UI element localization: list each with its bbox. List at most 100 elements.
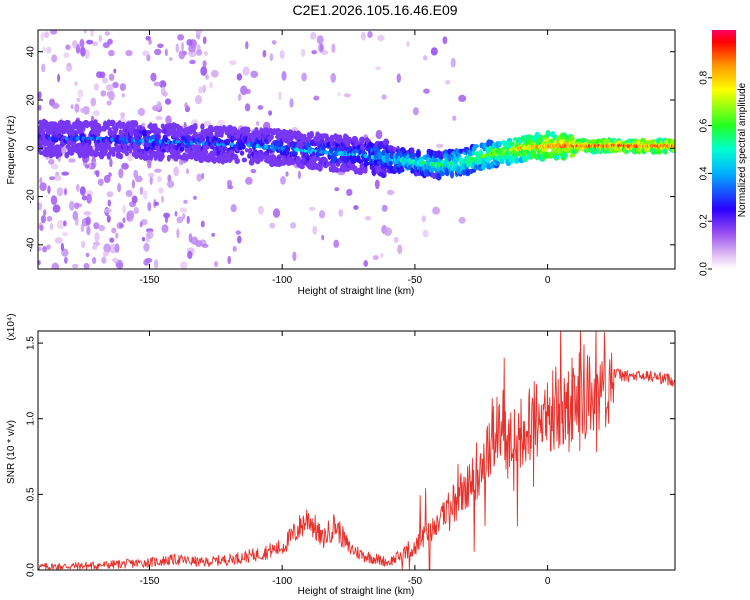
spectrogram-ridge-cell [522, 151, 528, 156]
colorbar-tick-label: 0.8 [699, 70, 710, 84]
spectrogram-speckle [80, 46, 86, 57]
spectrogram-speckle [117, 183, 122, 193]
snr-x-tick-label: -50 [408, 576, 423, 587]
spectrogram-speckle [83, 211, 92, 216]
spectrogram-speckle [125, 190, 133, 197]
spectrogram-speckle [77, 89, 84, 98]
spectrogram-speckle [101, 256, 107, 264]
spectrogram-speckle [61, 232, 69, 237]
spectrogram-ridge-cell [382, 167, 387, 175]
spectrogram-ridge-cell [277, 158, 283, 166]
spectrogram-speckle [50, 195, 58, 206]
spectrogram-speckle [452, 115, 457, 121]
spectrogram-speckle [205, 74, 210, 80]
spectrogram-speckle [104, 208, 112, 213]
spectrogram-ridge-cell [118, 153, 123, 159]
spectrogram-speckle [198, 86, 203, 94]
spectrogram-speckle [313, 95, 320, 101]
spectrogram-speckle [364, 216, 372, 221]
spectrogram-speckle [279, 50, 285, 59]
spectrogram-speckle [226, 179, 233, 187]
colorbar-tick-label: 0.6 [699, 118, 710, 132]
spectrogram-speckle [153, 259, 159, 269]
spectrogram-speckle [374, 179, 380, 190]
snr-x-tick-label: -100 [272, 576, 292, 587]
spectrogram-speckle [41, 63, 46, 73]
spectrogram-ridge-cell [338, 137, 343, 144]
spectrogram-ridge-core [672, 143, 675, 149]
spectrogram-speckle [120, 112, 126, 118]
spectrogram-ridge-cell [488, 145, 493, 153]
spectrogram-speckle [337, 92, 341, 97]
spectrogram-speckle [202, 36, 207, 45]
spectrogram-speckle [139, 186, 144, 195]
spectrogram-speckle [188, 233, 193, 243]
spectrogram-ridge-cell [109, 119, 116, 127]
spectrogram-speckle [102, 77, 108, 84]
spectrogram-speckle [372, 255, 379, 261]
spectrogram-ridge-cell [245, 148, 249, 153]
spectrogram-ridge-cell [382, 138, 390, 147]
spectrogram-speckle [442, 36, 448, 45]
spectrogram-speckle [195, 30, 203, 35]
spectrogram-speckle [319, 43, 324, 53]
spectrogram-speckle [40, 215, 47, 224]
spectrogram-speckle [147, 201, 152, 212]
spectrogram-speckle [56, 187, 64, 197]
spectrogram-speckle [309, 206, 316, 211]
spectrogram-speckle [38, 104, 42, 111]
spectrogram-speckle [92, 110, 100, 117]
spectrogram-speckle [312, 225, 318, 235]
spectrogram-ridge-cell [553, 155, 560, 160]
spectrogram-ridge-cell [50, 144, 55, 152]
spectrogram-y-tick-label: 20 [26, 94, 37, 106]
spectrogram-speckle [387, 189, 395, 196]
spectrogram-speckle [40, 31, 45, 41]
spectrogram-speckle [375, 129, 383, 140]
snr-x-tick-label: 0 [545, 576, 551, 587]
spectrogram-speckle [154, 201, 159, 206]
spectrogram-speckle [63, 52, 70, 59]
spectrogram-speckle [421, 215, 427, 223]
spectrogram-speckle [107, 38, 113, 45]
spectrogram-ridge-cell [108, 127, 112, 132]
spectrogram-speckle [137, 107, 146, 117]
spectrogram-speckle [210, 69, 219, 78]
spectrogram-speckle [384, 227, 392, 237]
spectrogram-speckle [106, 100, 112, 106]
spectrogram-ridge-cell [561, 152, 569, 158]
spectrogram-speckle [154, 168, 162, 173]
spectrogram-ridge-cell [334, 167, 340, 173]
spectrogram-ridge-cell [113, 125, 119, 132]
spectrogram-speckle [39, 177, 43, 185]
spectrogram-speckle [131, 179, 135, 189]
spectrogram-speckle [72, 210, 79, 221]
spectrogram-speckle [269, 53, 274, 62]
spectrogram-speckle [381, 94, 387, 100]
spectrogram-speckle [186, 168, 189, 175]
spectrogram-speckle [94, 232, 100, 242]
figure-title: C2E1.2026.105.16.46.E09 [292, 2, 457, 18]
spectrogram-ridge-cell [343, 134, 349, 142]
spectrogram-x-tick-label: -100 [272, 275, 292, 286]
spectrogram-speckle [290, 222, 297, 229]
spectrogram-speckle [143, 189, 148, 200]
spectrogram-speckle [90, 115, 95, 122]
spectrogram-ridge-cell [133, 128, 140, 137]
spectrogram-ridge-cell [200, 123, 205, 130]
spectrogram-speckle [211, 232, 216, 237]
spectrogram-speckle [112, 257, 119, 263]
spectrogram-ridge-core [75, 136, 80, 141]
spectrogram-speckle [48, 158, 55, 165]
spectrogram-speckle [92, 257, 97, 264]
spectrogram-speckle [103, 174, 111, 184]
spectrogram-ridge-cell [410, 147, 415, 155]
spectrogram-y-tick-label: -20 [26, 189, 37, 204]
spectrogram-speckle [93, 222, 100, 230]
spectrogram-x-tick-label: -150 [139, 275, 159, 286]
spectrogram-ridge-cell [56, 152, 63, 157]
spectrogram-ridge-cell [545, 129, 551, 138]
spectrogram-panel: -150 -100 -50 0 40 20 0 -20 -40 Height of strai… [6, 29, 676, 297]
spectrogram-ridge-cell [157, 128, 162, 135]
spectrogram-speckle [176, 216, 184, 224]
